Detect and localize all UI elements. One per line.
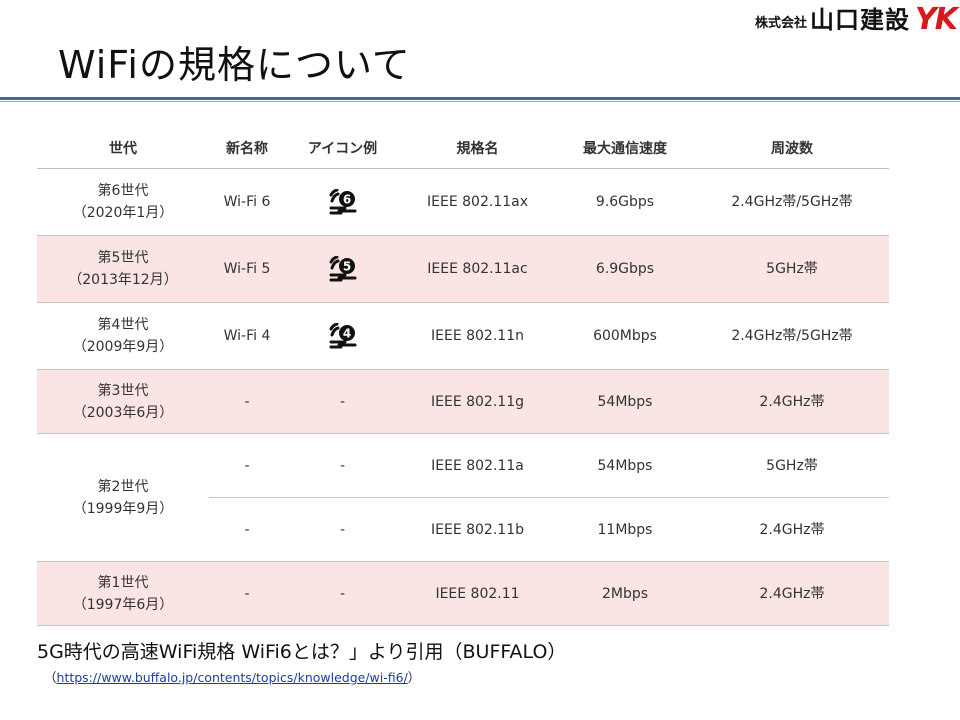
wifi-standards-table-container: 世代 新名称 アイコン例 規格名 最大通信速度 周波数 第6世代 （2020年1… [37, 128, 889, 626]
generation-cell: 第5世代 （2013年12月） [37, 235, 209, 303]
wifi-5-icon: 5 [329, 256, 356, 282]
generation-label: 第1世代 [97, 574, 149, 591]
new-name-cell: Wi-Fi 6 [209, 168, 285, 236]
standard-cell: IEEE 802.11a [400, 433, 555, 498]
header-generation: 世代 [37, 128, 209, 169]
new-name-cell: - [209, 369, 285, 434]
generation-date: （2013年12月） [68, 272, 178, 288]
new-name-cell: - [209, 433, 285, 498]
icon-cell: - [285, 433, 400, 498]
max-speed-cell: 54Mbps [555, 433, 695, 498]
max-speed-cell: 600Mbps [555, 302, 695, 370]
new-name-cell: Wi-Fi 5 [209, 235, 285, 303]
generation-label: 第4世代 [97, 317, 149, 333]
source-link-line: （https://www.buffalo.jp/contents/topics/… [44, 667, 420, 686]
icon-cell: 4 [285, 302, 400, 370]
source-link[interactable]: https://www.buffalo.jp/contents/topics/k… [56, 670, 408, 685]
standard-cell: IEEE 802.11 [400, 561, 555, 626]
header-frequency: 周波数 [695, 128, 889, 169]
icon-cell: - [285, 369, 400, 434]
max-speed-cell: 2Mbps [555, 561, 695, 626]
company-name: 山口建設 [810, 6, 911, 34]
table-row: 第6世代 （2020年1月） Wi-Fi 6 6 IEEE 802.11ax 9 [37, 168, 889, 236]
icon-cell: - [285, 561, 400, 626]
max-speed-cell: 6.9Gbps [555, 235, 695, 303]
wifi-6-icon: 6 [329, 189, 356, 215]
standard-cell: IEEE 802.11b [400, 497, 555, 562]
frequency-cell: 2.4GHz帯 [695, 497, 889, 562]
table-row: 第4世代 （2009年9月） Wi-Fi 4 4 IEEE 802.11n 60 [37, 302, 889, 370]
table-row: 第3世代 （2003年6月） - - IEEE 802.11g 54Mbps 2… [37, 369, 889, 434]
standard-cell: IEEE 802.11g [400, 369, 555, 434]
new-name-cell: - [209, 497, 285, 562]
generation-cell: 第2世代 （1999年9月） [37, 433, 209, 562]
frequency-cell: 2.4GHz帯/5GHz帯 [695, 168, 889, 236]
title-divider-thin [0, 101, 960, 102]
header-new-name: 新名称 [209, 128, 285, 169]
frequency-cell: 5GHz帯 [695, 433, 889, 498]
wifi-generation-number: 6 [342, 193, 350, 207]
generation-label: 第3世代 [97, 382, 149, 399]
wifi-generation-number: 4 [342, 327, 350, 341]
company-prefix: 株式会社 [755, 16, 808, 31]
generation-label: 第5世代 [97, 250, 149, 266]
table-row: 第2世代 （1999年9月） - - IEEE 802.11a 54Mbps 5… [37, 433, 889, 562]
source-caption: 5G時代の高速WiFi規格 WiFi6とは？」より引用（BUFFALO） [37, 641, 567, 663]
paren-open: （ [44, 670, 57, 685]
wifi-standards-table: 世代 新名称 アイコン例 規格名 最大通信速度 周波数 第6世代 （2020年1… [37, 128, 889, 626]
standard-cell: IEEE 802.11ax [400, 168, 555, 236]
standard-cell: IEEE 802.11n [400, 302, 555, 370]
table-row: 第1世代 （1997年6月） - - IEEE 802.11 2Mbps 2.4… [37, 561, 889, 626]
table-header-row: 世代 新名称 アイコン例 規格名 最大通信速度 周波数 [37, 128, 889, 169]
generation-date: （2009年9月） [72, 339, 174, 355]
new-name-cell: Wi-Fi 4 [209, 302, 285, 370]
generation-cell: 第3世代 （2003年6月） [37, 369, 209, 434]
icon-cell: 5 [285, 235, 400, 303]
header-standard: 規格名 [400, 128, 555, 169]
company-logo-mark: YK [915, 2, 958, 37]
header-max-speed: 最大通信速度 [555, 128, 695, 169]
max-speed-cell: 54Mbps [555, 369, 695, 434]
new-name-cell: - [209, 561, 285, 626]
table-row: 第5世代 （2013年12月） Wi-Fi 5 5 IEEE 802.11ac [37, 235, 889, 303]
generation-date: （2020年1月） [72, 205, 174, 221]
generation-cell: 第4世代 （2009年9月） [37, 302, 209, 370]
generation-cell: 第1世代 （1997年6月） [37, 561, 209, 626]
table-row: - - IEEE 802.11b 11Mbps 2.4GHz帯 [37, 497, 889, 562]
icon-cell: 6 [285, 168, 400, 236]
icon-cell: - [285, 497, 400, 562]
title-divider [0, 97, 960, 100]
generation-cell: 第6世代 （2020年1月） [37, 168, 209, 236]
wifi-generation-number: 5 [342, 260, 350, 274]
generation-date: （1997年6月） [72, 596, 174, 613]
paren-close: ） [407, 670, 421, 685]
frequency-cell: 2.4GHz帯 [695, 561, 889, 626]
frequency-cell: 2.4GHz帯/5GHz帯 [695, 302, 889, 370]
max-speed-cell: 9.6Gbps [555, 168, 695, 236]
frequency-cell: 2.4GHz帯 [695, 369, 889, 434]
wifi-4-icon: 4 [329, 323, 356, 349]
standard-cell: IEEE 802.11ac [400, 235, 555, 303]
slide-title: WiFiの規格について [58, 43, 411, 87]
max-speed-cell: 11Mbps [555, 497, 695, 562]
generation-label: 第2世代 [97, 478, 149, 495]
header-icon-example: アイコン例 [285, 128, 400, 169]
generation-date: （2003年6月） [72, 404, 174, 421]
generation-label: 第6世代 [97, 183, 149, 199]
company-logo: 株式会社 山口建設 YK [755, 2, 958, 37]
frequency-cell: 5GHz帯 [695, 235, 889, 303]
generation-date: （1999年9月） [72, 500, 174, 517]
